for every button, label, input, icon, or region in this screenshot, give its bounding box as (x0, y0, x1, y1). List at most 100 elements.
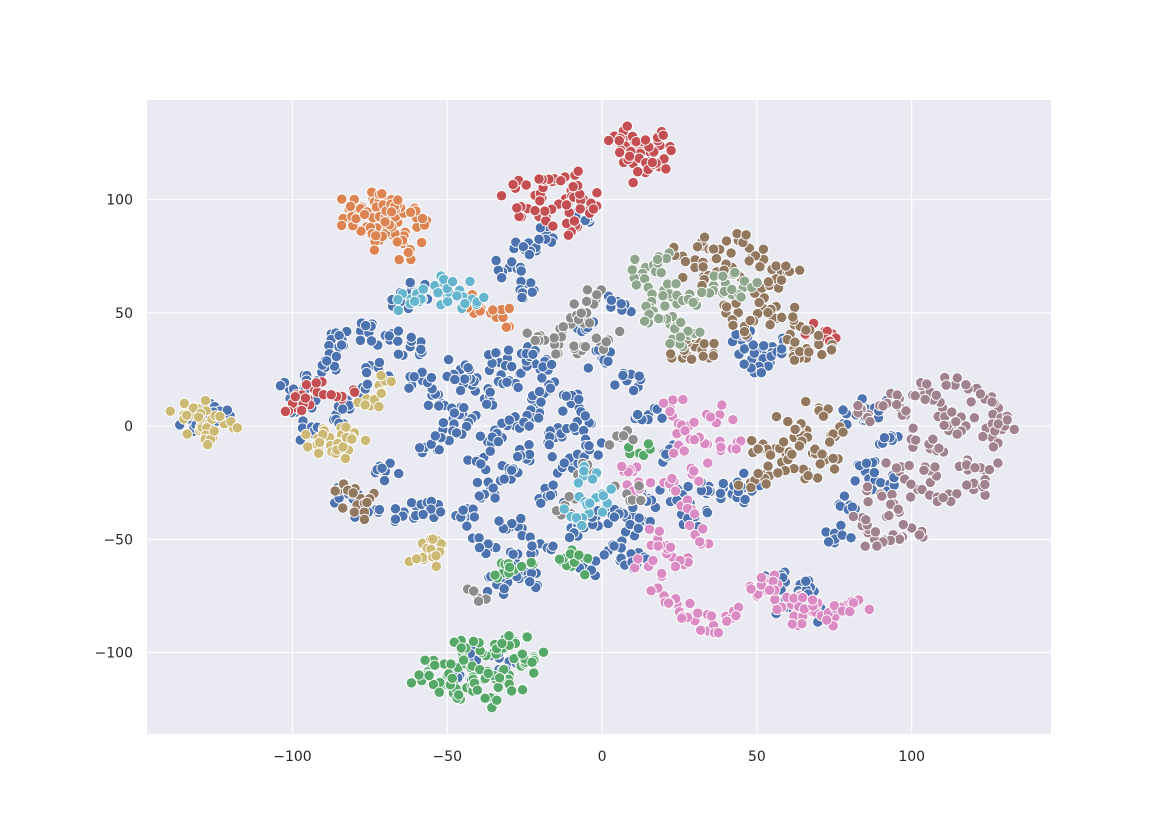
data-point (591, 289, 603, 301)
data-point (674, 331, 687, 343)
data-point (852, 400, 864, 412)
data-point (383, 330, 395, 342)
data-point (164, 405, 176, 417)
data-point (346, 433, 358, 445)
data-point (969, 462, 981, 474)
data-point (433, 400, 445, 412)
data-point (359, 399, 371, 411)
data-point (462, 362, 474, 374)
data-point (757, 243, 770, 255)
data-point (800, 395, 812, 408)
data-point (525, 277, 537, 289)
data-point (433, 686, 445, 698)
data-point (642, 438, 655, 450)
data-point (392, 348, 405, 360)
data-point (720, 235, 733, 247)
data-point (782, 415, 794, 428)
data-point (376, 462, 388, 474)
data-point (478, 291, 490, 303)
data-point (608, 511, 620, 523)
data-point (789, 336, 801, 348)
data-point (600, 336, 612, 348)
data-point (694, 624, 707, 636)
data-point (417, 508, 429, 521)
data-point (827, 452, 839, 464)
data-point (764, 319, 776, 331)
data-point (631, 408, 644, 421)
data-point (433, 444, 445, 456)
data-point (821, 614, 833, 626)
data-point (544, 489, 557, 502)
data-point (378, 474, 391, 487)
data-point (214, 410, 226, 422)
y-tick-label: 50 (115, 306, 133, 322)
data-point (883, 509, 895, 522)
data-point (897, 518, 909, 531)
data-point (965, 396, 977, 408)
data-point (455, 642, 467, 654)
data-point (664, 541, 677, 553)
data-point (816, 448, 828, 460)
data-point (279, 405, 292, 418)
data-point (535, 497, 547, 509)
data-point (626, 264, 638, 276)
data-point (760, 478, 772, 490)
data-point (457, 504, 469, 516)
data-point (708, 337, 720, 350)
data-point (986, 396, 998, 408)
data-point (655, 267, 667, 279)
data-point (511, 202, 523, 214)
data-point (822, 536, 835, 548)
data-point (521, 631, 533, 643)
data-point (688, 434, 700, 446)
data-point (489, 569, 501, 581)
data-point (404, 276, 416, 289)
data-point (415, 343, 427, 356)
data-point (794, 264, 806, 276)
x-tick-label: 0 (598, 749, 607, 765)
data-point (697, 350, 709, 362)
data-point (313, 447, 325, 459)
data-point (458, 402, 470, 414)
data-point (570, 512, 583, 524)
data-point (299, 392, 312, 404)
data-point (838, 490, 851, 502)
data-point (890, 462, 903, 474)
data-point (376, 188, 388, 200)
data-point (847, 510, 860, 523)
data-point (516, 684, 529, 696)
data-point (605, 483, 617, 495)
data-point (892, 503, 904, 515)
y-tick-label: 0 (124, 419, 133, 435)
data-point (657, 290, 669, 302)
data-point (472, 595, 485, 607)
data-point (482, 667, 494, 679)
data-points (164, 120, 1020, 714)
data-point (692, 607, 704, 619)
data-point (630, 279, 643, 291)
data-point (547, 220, 559, 232)
data-point (348, 506, 361, 518)
data-point (580, 295, 593, 308)
data-point (506, 360, 518, 373)
data-point (919, 393, 931, 405)
data-point (348, 386, 361, 398)
data-point (429, 659, 441, 671)
data-point (745, 583, 757, 595)
data-point (602, 134, 615, 147)
data-point (337, 502, 349, 514)
data-point (385, 375, 397, 388)
data-point (844, 605, 856, 618)
data-point (583, 440, 595, 452)
data-point (526, 656, 538, 668)
data-point (738, 467, 750, 479)
data-point (573, 549, 585, 561)
data-point (846, 501, 858, 513)
data-point (796, 618, 808, 630)
data-point (560, 199, 573, 211)
data-point (817, 410, 830, 422)
data-point (605, 294, 618, 306)
data-point (608, 540, 620, 552)
data-point (740, 229, 752, 241)
data-point (613, 134, 625, 147)
